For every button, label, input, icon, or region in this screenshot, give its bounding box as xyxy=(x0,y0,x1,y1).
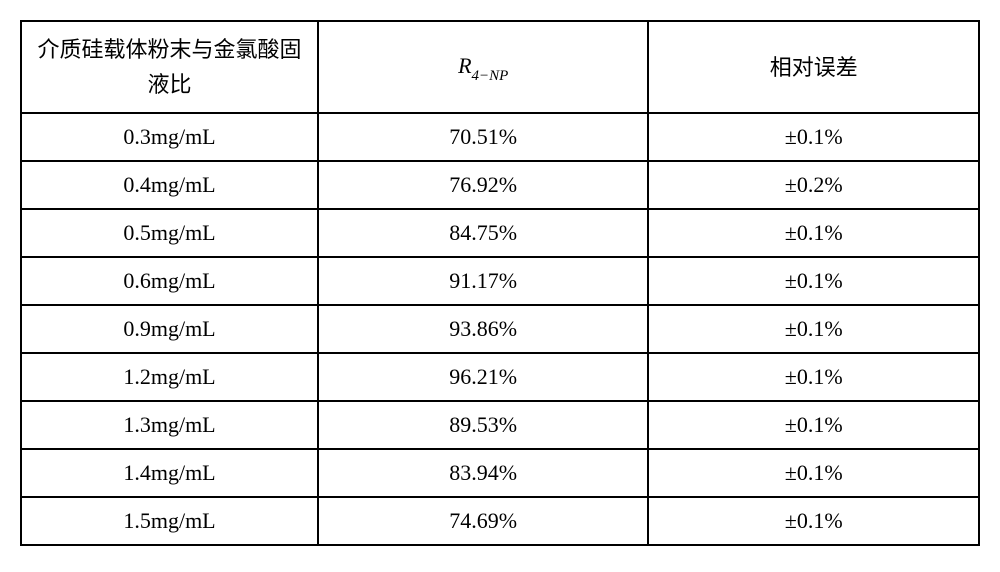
table-row: 1.2mg/mL 96.21% ±0.1% xyxy=(21,353,979,401)
table-row: 0.5mg/mL 84.75% ±0.1% xyxy=(21,209,979,257)
cell-r: 74.69% xyxy=(318,497,649,545)
data-table: 介质硅载体粉末与金氯酸固液比 R4−NP 相对误差 0.3mg/mL 70.51… xyxy=(20,20,980,546)
cell-r: 93.86% xyxy=(318,305,649,353)
table-row: 1.3mg/mL 89.53% ±0.1% xyxy=(21,401,979,449)
cell-r: 89.53% xyxy=(318,401,649,449)
cell-r: 76.92% xyxy=(318,161,649,209)
header-r4np-formula: R4−NP xyxy=(458,53,508,78)
cell-err: ±0.1% xyxy=(648,305,979,353)
cell-err: ±0.1% xyxy=(648,209,979,257)
cell-r: 96.21% xyxy=(318,353,649,401)
table-row: 0.9mg/mL 93.86% ±0.1% xyxy=(21,305,979,353)
header-ratio: 介质硅载体粉末与金氯酸固液比 xyxy=(21,21,318,113)
table-header-row: 介质硅载体粉末与金氯酸固液比 R4−NP 相对误差 xyxy=(21,21,979,113)
cell-ratio: 1.4mg/mL xyxy=(21,449,318,497)
cell-err: ±0.1% xyxy=(648,401,979,449)
header-r4np-sub: 4−NP xyxy=(472,68,509,84)
header-error: 相对误差 xyxy=(648,21,979,113)
cell-err: ±0.1% xyxy=(648,449,979,497)
cell-err: ±0.1% xyxy=(648,497,979,545)
table-row: 1.4mg/mL 83.94% ±0.1% xyxy=(21,449,979,497)
table-body: 0.3mg/mL 70.51% ±0.1% 0.4mg/mL 76.92% ±0… xyxy=(21,113,979,545)
table-row: 1.5mg/mL 74.69% ±0.1% xyxy=(21,497,979,545)
cell-ratio: 1.5mg/mL xyxy=(21,497,318,545)
cell-err: ±0.1% xyxy=(648,257,979,305)
header-r4np-main: R xyxy=(458,53,471,78)
cell-ratio: 0.4mg/mL xyxy=(21,161,318,209)
cell-r: 70.51% xyxy=(318,113,649,161)
cell-ratio: 0.6mg/mL xyxy=(21,257,318,305)
table-row: 0.4mg/mL 76.92% ±0.2% xyxy=(21,161,979,209)
cell-ratio: 1.2mg/mL xyxy=(21,353,318,401)
header-r4np: R4−NP xyxy=(318,21,649,113)
cell-ratio: 0.9mg/mL xyxy=(21,305,318,353)
cell-err: ±0.2% xyxy=(648,161,979,209)
data-table-container: 介质硅载体粉末与金氯酸固液比 R4−NP 相对误差 0.3mg/mL 70.51… xyxy=(20,20,980,546)
cell-err: ±0.1% xyxy=(648,353,979,401)
table-row: 0.3mg/mL 70.51% ±0.1% xyxy=(21,113,979,161)
table-row: 0.6mg/mL 91.17% ±0.1% xyxy=(21,257,979,305)
cell-ratio: 0.3mg/mL xyxy=(21,113,318,161)
cell-r: 84.75% xyxy=(318,209,649,257)
header-error-label: 相对误差 xyxy=(770,55,858,80)
cell-ratio: 0.5mg/mL xyxy=(21,209,318,257)
cell-r: 83.94% xyxy=(318,449,649,497)
cell-r: 91.17% xyxy=(318,257,649,305)
cell-ratio: 1.3mg/mL xyxy=(21,401,318,449)
header-ratio-label: 介质硅载体粉末与金氯酸固液比 xyxy=(37,37,301,97)
cell-err: ±0.1% xyxy=(648,113,979,161)
table-header: 介质硅载体粉末与金氯酸固液比 R4−NP 相对误差 xyxy=(21,21,979,113)
